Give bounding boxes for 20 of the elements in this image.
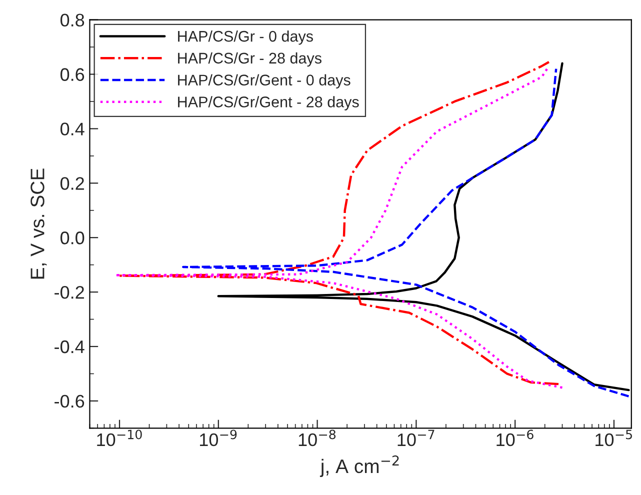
x-tick-label: 10$^{−10}$ (97, 430, 142, 446)
x-tick-label: 10$^{−7}$ (398, 430, 434, 446)
legend-label: HAP/CS/Gr - 0 days (178, 30, 313, 45)
y-tick-label: -0.2 (54, 286, 84, 299)
legend-label: HAP/CS/Gr/Gent - 28 days (178, 96, 359, 110)
y-tick-label: -0.6 (54, 394, 84, 408)
y-axis-title: E, V vs. SCE (30, 168, 47, 279)
y-tick-label: 0.6 (60, 68, 84, 81)
x-axis-title: j, A cm$^{−2}$ (320, 455, 399, 478)
x-tick-label: 10$^{−9}$ (200, 430, 237, 446)
y-tick-label: 0.4 (60, 122, 84, 136)
y-tick-label: 0.8 (60, 14, 84, 27)
x-tick-label: 10$^{−8}$ (298, 430, 336, 446)
x-tick-label: 10$^{−6}$ (496, 430, 534, 446)
y-tick-label: 0.2 (60, 177, 84, 190)
x-tick-label: 10$^{−5}$ (596, 430, 632, 446)
y-tick-label: 0.0 (60, 232, 84, 244)
legend-label: HAP/CS/Gr/Gent - 0 days (178, 74, 350, 88)
y-tick-label: -0.4 (54, 340, 84, 354)
legend-label: HAP/CS/Gr - 28 days (178, 52, 322, 67)
